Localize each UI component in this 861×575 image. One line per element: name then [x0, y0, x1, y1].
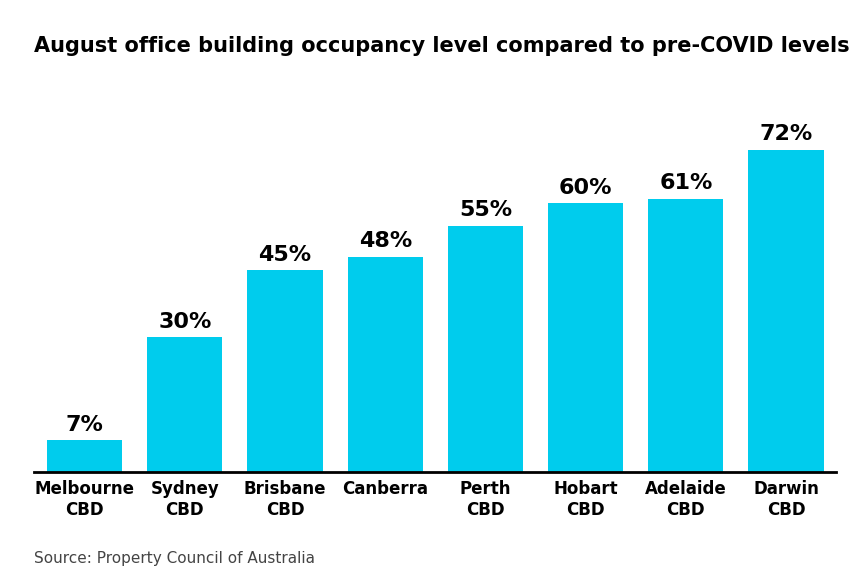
Bar	[147, 338, 222, 472]
Bar	[448, 225, 523, 472]
Text: 48%: 48%	[358, 232, 412, 251]
Text: 60%: 60%	[558, 178, 611, 198]
Text: 7%: 7%	[65, 415, 103, 435]
Bar	[247, 270, 322, 472]
Bar	[347, 257, 422, 471]
Text: 55%: 55%	[458, 200, 511, 220]
Text: 72%: 72%	[759, 124, 812, 144]
Text: August office building occupancy level compared to pre-COVID levels: August office building occupancy level c…	[34, 36, 849, 56]
Text: 45%: 45%	[258, 245, 311, 265]
Text: Source: Property Council of Australia: Source: Property Council of Australia	[34, 551, 315, 566]
Bar	[647, 199, 722, 472]
Bar	[548, 203, 623, 472]
Text: 30%: 30%	[158, 312, 211, 332]
Bar	[747, 150, 822, 471]
Bar	[47, 440, 122, 471]
Text: 61%: 61%	[659, 173, 712, 193]
